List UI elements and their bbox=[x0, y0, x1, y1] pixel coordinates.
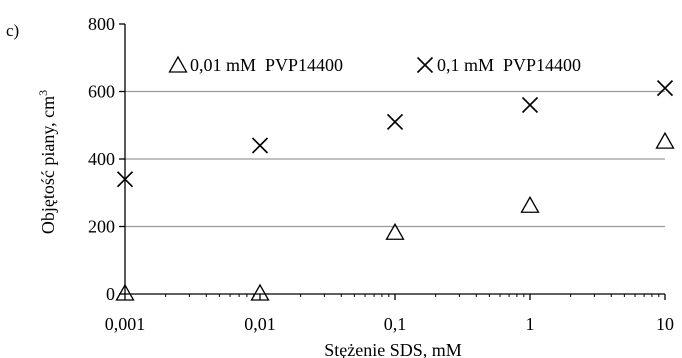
triangle-point bbox=[115, 283, 135, 301]
triangle-point bbox=[655, 131, 675, 149]
legend-cross-marker bbox=[416, 56, 434, 74]
x-tick-label: 0,1 bbox=[384, 314, 407, 334]
y-axis-ticks: 0 200 400 600 800 bbox=[88, 14, 125, 304]
y-tick-label: 600 bbox=[88, 82, 115, 102]
x-tick-label: 0,01 bbox=[244, 314, 276, 334]
cross-point bbox=[251, 137, 269, 154]
triangle-point bbox=[250, 283, 270, 301]
legend-triangle-marker bbox=[168, 55, 188, 73]
cross-point bbox=[656, 80, 674, 97]
y-tick-label: 200 bbox=[88, 217, 115, 237]
legend-label: 0,1 mM PVP14400 bbox=[437, 55, 581, 75]
x-axis-label: Stężenie SDS, mM bbox=[324, 340, 462, 358]
y-tick-label: 400 bbox=[88, 149, 115, 169]
triangle-point bbox=[385, 222, 405, 240]
x-tick-label: 10 bbox=[656, 314, 674, 334]
y-tick-label: 800 bbox=[88, 14, 115, 34]
gridlines bbox=[125, 90, 665, 228]
x-axis-ticks: 0,001 0,01 0,1 1 10 bbox=[105, 294, 674, 334]
triangle-point bbox=[520, 195, 540, 213]
legend: 0,01 mM PVP14400 0,1 mM PVP14400 bbox=[168, 55, 581, 75]
legend-label: 0,01 mM PVP14400 bbox=[190, 55, 343, 75]
cross-point bbox=[386, 113, 404, 130]
x-tick-label: 1 bbox=[526, 314, 535, 334]
y-axis-label: Objętość piany, cm3 bbox=[36, 90, 58, 234]
panel-label: c) bbox=[6, 21, 19, 40]
data-points bbox=[115, 80, 675, 301]
cross-point bbox=[116, 171, 134, 188]
x-tick-label: 0,001 bbox=[105, 314, 146, 334]
y-tick-label: 0 bbox=[106, 284, 115, 304]
cross-point bbox=[521, 96, 539, 114]
